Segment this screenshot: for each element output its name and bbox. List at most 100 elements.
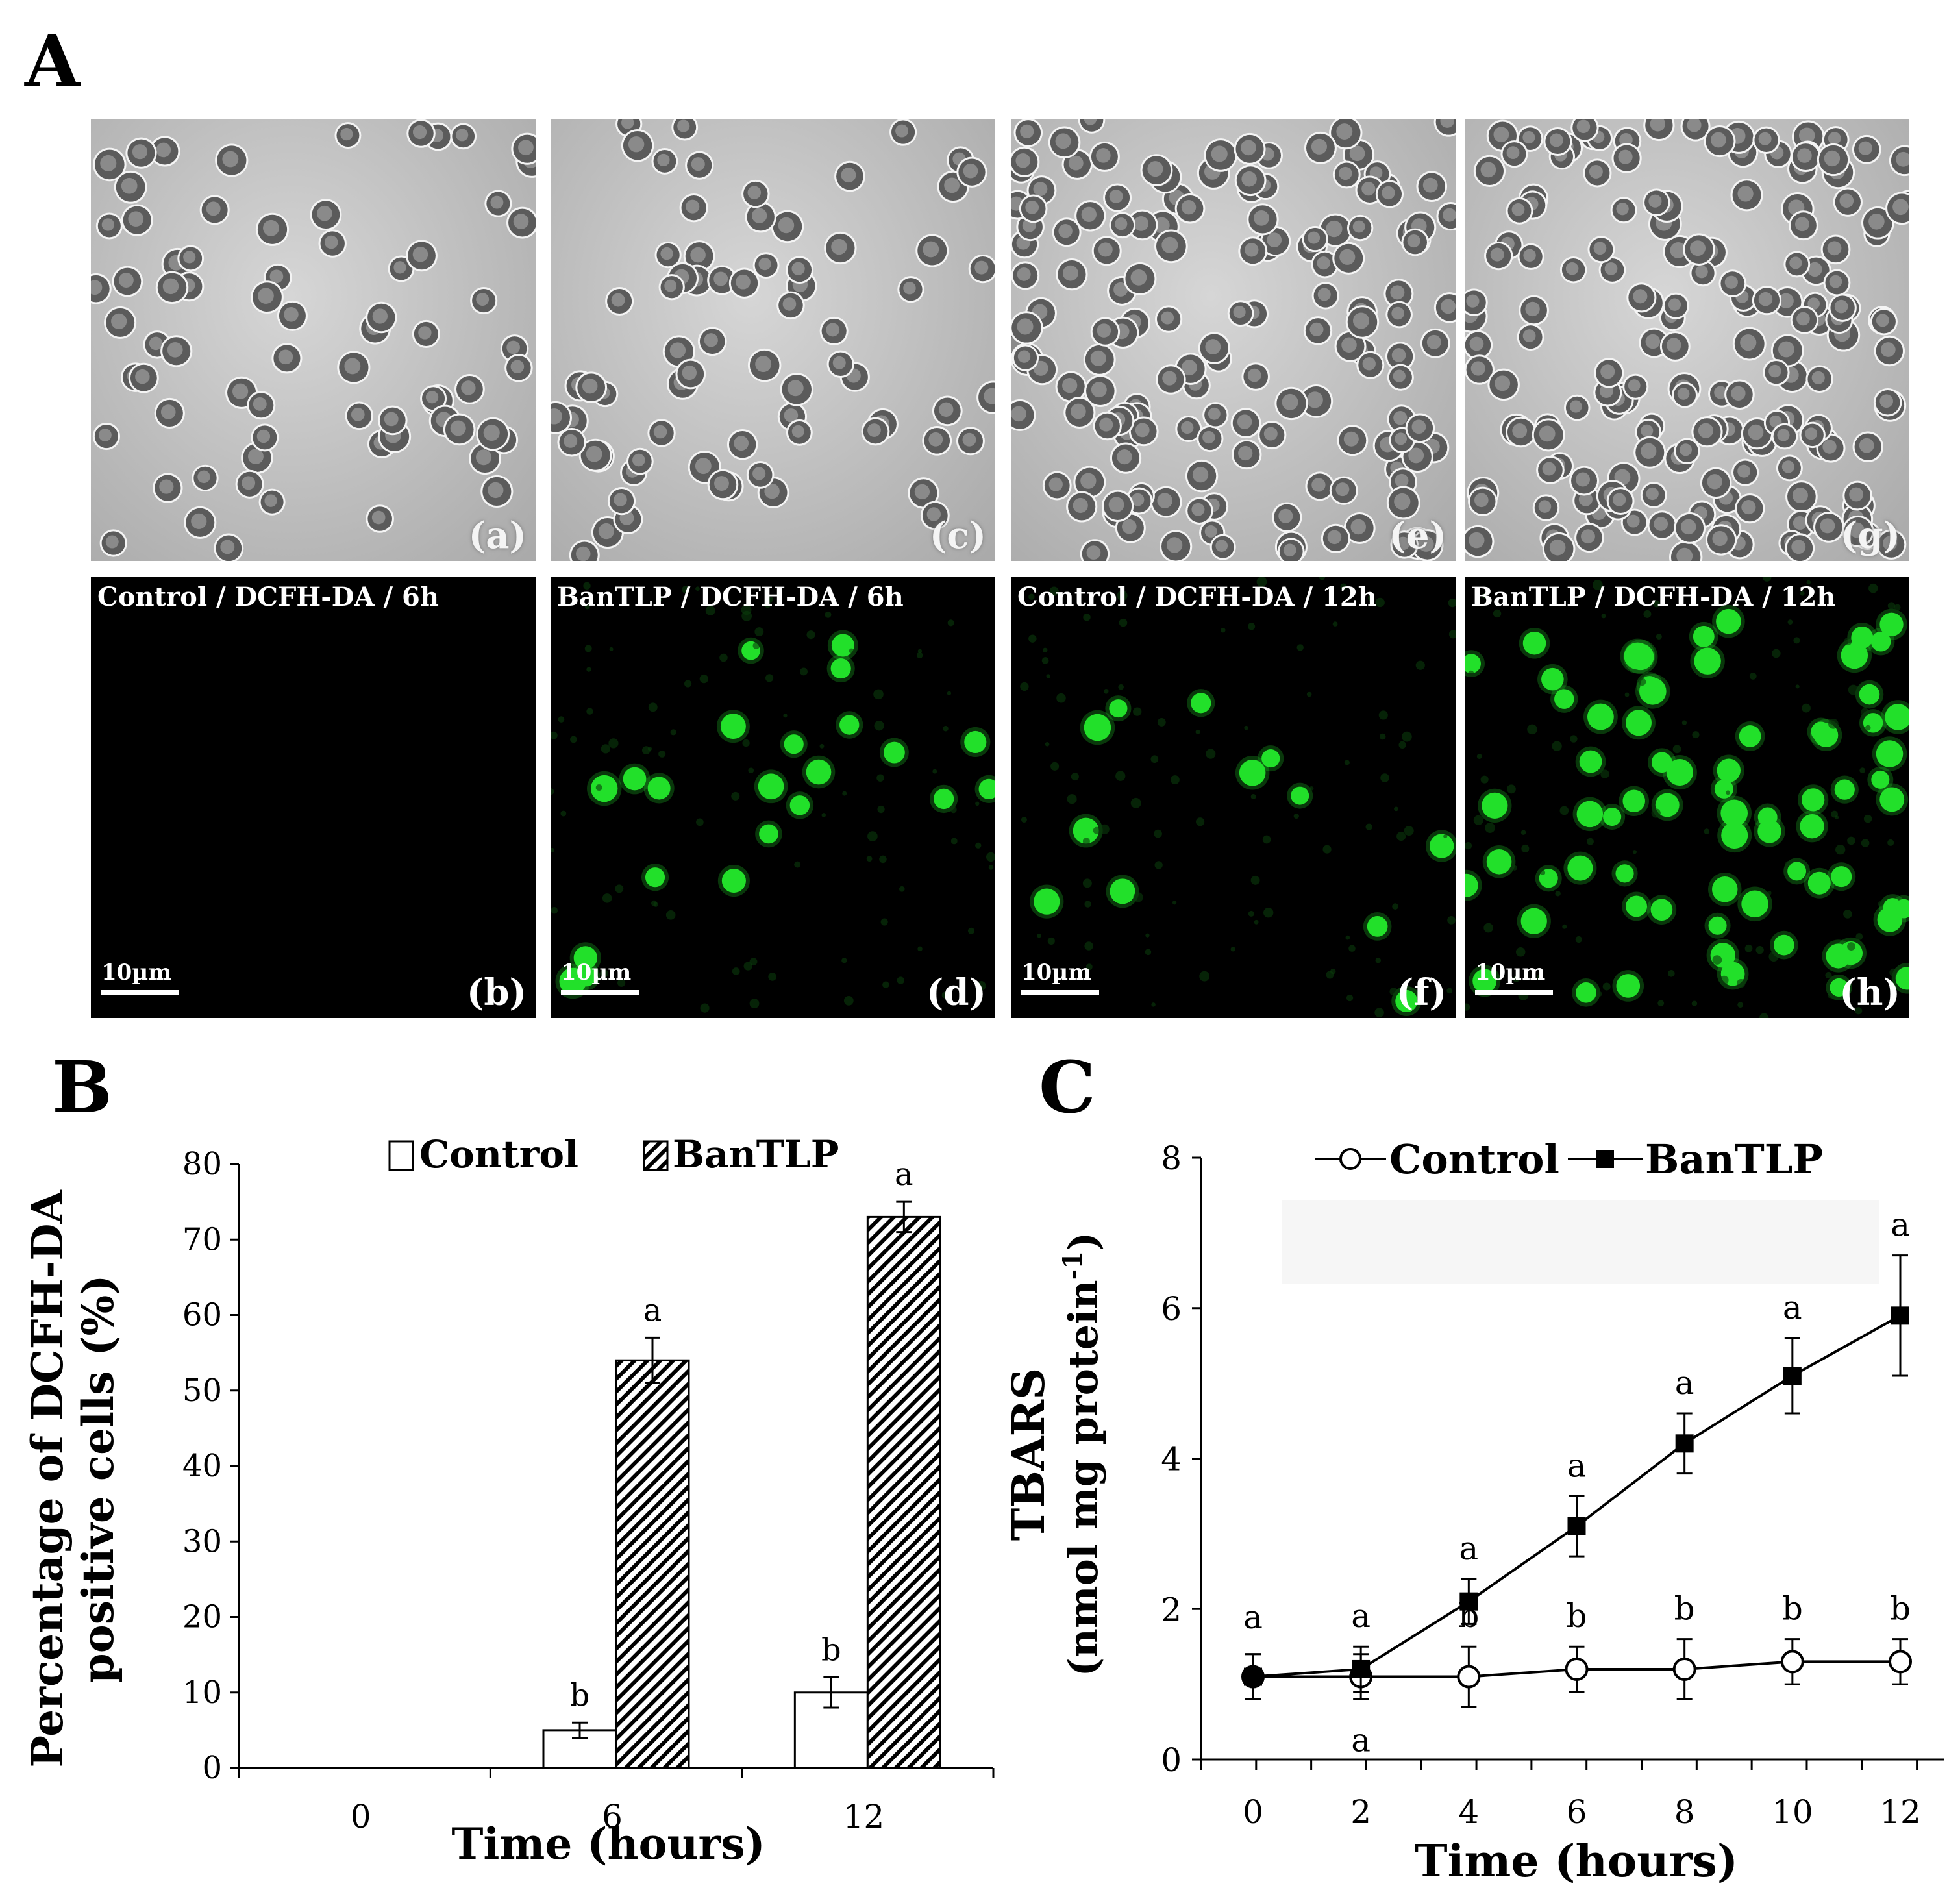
cell-core: [256, 429, 271, 443]
micrograph-d: BanTLP / DCFH-DA / 6h 10µm (d): [551, 577, 995, 1018]
cell-core: [1613, 493, 1626, 506]
cells-g: [1465, 119, 1909, 561]
speckle: [843, 995, 854, 1006]
speckle: [1759, 1013, 1769, 1018]
cell-core: [1055, 133, 1071, 149]
speckle: [682, 586, 690, 594]
x-tick-label: 12: [1879, 1793, 1921, 1831]
cell-core: [752, 467, 766, 480]
cell-core: [488, 482, 504, 499]
speckle: [1887, 839, 1894, 846]
fluorescent-cell: [1651, 752, 1672, 773]
y-tick-label: 2: [1161, 1591, 1182, 1628]
speckle: [1672, 745, 1681, 754]
cells-e: [1011, 119, 1456, 561]
x-tick-label: 2: [1350, 1793, 1371, 1831]
cell-core: [1641, 424, 1654, 437]
cell-core: [1469, 532, 1485, 549]
speckle: [1082, 878, 1092, 888]
speckle: [1847, 942, 1855, 950]
significance-letter: a: [1351, 1597, 1371, 1635]
cell-core: [704, 333, 718, 347]
speckle: [551, 788, 554, 795]
speckle: [975, 842, 982, 849]
speckle: [731, 791, 740, 801]
fluorescent-cell: [1576, 801, 1604, 828]
speckle: [684, 680, 692, 688]
cell-core: [1311, 478, 1326, 492]
speckle: [749, 958, 758, 966]
cell-core: [393, 261, 406, 274]
speckle: [1404, 826, 1414, 836]
speckle: [749, 999, 760, 1009]
speckle: [1263, 908, 1274, 918]
cell-core: [159, 479, 174, 494]
cell-core: [1654, 517, 1668, 531]
y-tick-label: 0: [202, 1750, 222, 1786]
speckle: [899, 886, 905, 892]
speckle: [1859, 767, 1866, 773]
cell-core: [1778, 293, 1794, 309]
speckle: [1465, 1003, 1470, 1011]
cell-core: [1327, 530, 1342, 545]
cell-core: [1480, 162, 1496, 178]
speckle: [1443, 834, 1448, 839]
cell-core: [191, 513, 207, 529]
micrograph-letter: (a): [468, 514, 527, 557]
speckle: [1206, 749, 1216, 759]
cell-core: [1828, 132, 1841, 145]
speckle: [1863, 814, 1872, 823]
significance-letter: a: [1459, 1530, 1478, 1567]
cell-core: [476, 449, 492, 466]
x-tick-label: 4: [1458, 1793, 1479, 1831]
speckle: [1744, 944, 1753, 952]
speckle: [765, 674, 774, 682]
cell-core: [1670, 242, 1687, 258]
fluorescent-cell: [1034, 888, 1060, 915]
speckle: [941, 991, 949, 999]
fluorescent-cell: [1666, 759, 1693, 786]
cell-core: [1807, 262, 1822, 277]
cell-core: [1135, 423, 1150, 438]
speckle: [1737, 1002, 1744, 1008]
fluorescent-cell: [806, 759, 832, 785]
cell-core: [576, 546, 591, 561]
micrograph-e: (e): [1011, 119, 1456, 561]
speckle: [584, 604, 590, 610]
cell-core: [253, 397, 267, 411]
fluorescent-cell: [1576, 982, 1596, 1003]
cell-core: [1349, 145, 1365, 162]
speckle: [1028, 593, 1035, 600]
cell-core: [513, 214, 529, 229]
speckle: [586, 667, 591, 672]
y-axis-label: Percentage of DCFH-DA: [22, 1190, 73, 1768]
speckle: [1632, 850, 1637, 854]
cell-core: [1523, 249, 1536, 262]
cell-core: [1777, 429, 1790, 441]
cell-core: [1616, 203, 1629, 216]
fluorescent-cell: [1110, 878, 1135, 904]
fluorescent-cell: [1109, 699, 1128, 718]
cell-core: [1641, 443, 1657, 459]
fluorescent-cell: [1885, 704, 1909, 730]
cell-core: [782, 297, 797, 311]
speckle: [584, 645, 592, 652]
cell-core: [1109, 190, 1123, 203]
speckle: [1293, 813, 1299, 819]
cell-core: [691, 157, 705, 171]
scalebar-label: 10µm: [561, 960, 632, 986]
speckle: [897, 976, 905, 984]
legend-marker-bantlp: [1596, 1150, 1614, 1168]
speckle: [917, 946, 923, 952]
fluorescent-cell: [1800, 814, 1824, 839]
speckle: [1828, 993, 1833, 999]
speckle: [1118, 684, 1124, 690]
speckle: [1844, 638, 1852, 646]
speckle: [1221, 627, 1226, 633]
data-point-bantlp: [1352, 1659, 1371, 1678]
speckle: [1115, 771, 1126, 781]
cell-core: [1495, 375, 1511, 391]
speckle: [1468, 670, 1474, 677]
speckle: [950, 806, 957, 814]
speckle: [1600, 769, 1609, 778]
